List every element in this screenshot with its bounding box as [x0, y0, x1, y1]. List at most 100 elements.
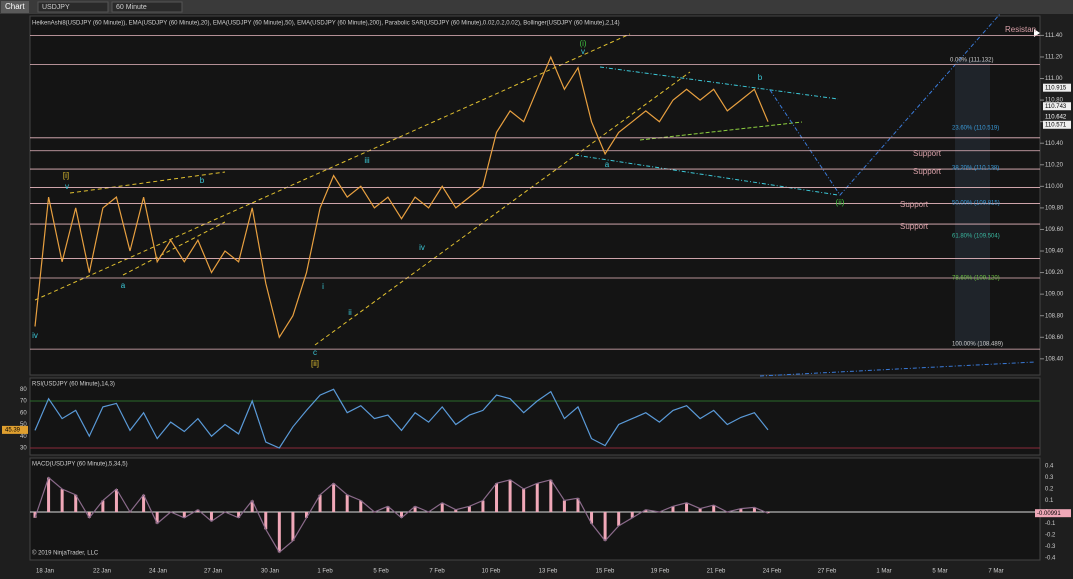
macd-bar	[508, 479, 512, 513]
macd-bar	[114, 489, 118, 513]
y-tick-label: 0.2	[1045, 487, 1054, 493]
x-tick-label: 13 Feb	[539, 569, 558, 575]
toolbar-title: Chart	[5, 2, 25, 11]
x-tick-label: 27 Feb	[818, 569, 837, 575]
y-tick-label: 110.80	[1045, 98, 1064, 104]
macd-bar	[359, 500, 363, 513]
fib-label: 61.80% (109.504)	[952, 234, 1000, 240]
x-tick-label: 1 Feb	[317, 569, 333, 575]
fib-label: 50.00% (109.815)	[952, 201, 1000, 207]
support-label: Support	[900, 200, 929, 209]
y-tick-label: 111.20	[1045, 55, 1063, 61]
macd-bar	[33, 512, 37, 518]
y-tick-label: 60	[20, 410, 27, 416]
wave-line	[122, 221, 226, 276]
support-label: Support	[913, 167, 942, 176]
macd-bar	[237, 512, 241, 518]
y-tick-label: 50	[20, 422, 27, 428]
y-tick-label: 109.20	[1045, 270, 1064, 276]
y-tick-label: 0.4	[1045, 464, 1054, 470]
channel-line	[599, 66, 839, 100]
macd-bar	[467, 506, 471, 513]
indicator-list: HeikenAshi8(USDJPY (60 Minute)), EMA(USD…	[32, 21, 620, 27]
y-tick-label: 109.00	[1045, 292, 1064, 298]
wave-label: c	[313, 348, 317, 357]
macd-bar	[576, 498, 580, 513]
wave-label: (i)	[579, 39, 586, 48]
macd-bar	[155, 512, 159, 524]
macd-bar	[644, 509, 648, 513]
symbol-box[interactable]	[37, 1, 109, 13]
fib-label: 38.20% (110.138)	[952, 166, 999, 172]
macd-bar	[630, 512, 634, 518]
macd-bar	[386, 506, 390, 513]
y-tick-label: 30	[20, 446, 27, 452]
channel-line	[639, 121, 803, 141]
macd-bar	[345, 494, 349, 513]
macd-bar	[182, 512, 186, 518]
chart-button[interactable]	[1, 1, 29, 13]
macd-bar	[87, 512, 91, 518]
price-panel	[29, 15, 1041, 376]
wave-line	[69, 171, 226, 194]
macd-bar	[101, 500, 105, 513]
y-tick-label: 109.40	[1045, 249, 1064, 255]
wave-label: [i]	[63, 171, 69, 180]
macd-bar	[264, 512, 268, 530]
y-tick-label: 110.00	[1045, 184, 1064, 190]
price-tag	[1043, 120, 1071, 129]
macd-bar	[209, 512, 213, 522]
interval-box[interactable]	[111, 1, 183, 13]
projection	[769, 13, 1001, 196]
projection	[759, 361, 1036, 377]
fib-label: 0.00% (111.132)	[950, 58, 993, 64]
fib-label: 100.00% (108.489)	[952, 342, 1003, 348]
price-tag-label: 110.915	[1045, 85, 1067, 91]
y-tick-label: 111.00	[1045, 76, 1063, 82]
macd-bar	[535, 483, 539, 513]
macd-bar	[196, 509, 200, 513]
macd-bar	[752, 507, 756, 513]
price-tag	[1043, 83, 1071, 92]
y-tick-label: 108.40	[1045, 356, 1064, 362]
macd-tag-label: -0.00991	[1037, 511, 1061, 517]
y-tick-label: 108.60	[1045, 335, 1064, 341]
macd-bar	[698, 508, 702, 513]
x-tick-label: 5 Mar	[932, 569, 947, 575]
rsi-panel	[29, 377, 1041, 456]
macd-bar	[291, 512, 295, 541]
y-tick-label: -0.1	[1045, 521, 1056, 527]
x-tick-label: 15 Feb	[596, 569, 615, 575]
macd-bar	[332, 483, 336, 513]
wave-label: iii	[364, 156, 370, 165]
support-label: Support	[900, 222, 929, 231]
macd-bar	[413, 506, 417, 513]
wave-label: b	[758, 73, 763, 82]
wave-label: (ii)	[836, 198, 845, 207]
wave-label: ii	[348, 308, 352, 317]
macd-bar	[617, 512, 621, 526]
x-tick-label: 7 Feb	[429, 569, 445, 575]
rsi-line	[34, 388, 769, 449]
y-tick-label: 109.80	[1045, 205, 1064, 211]
macd-panel	[29, 457, 1041, 561]
macd-bar	[318, 494, 322, 513]
macd-bar	[440, 502, 444, 513]
price-tag-label: 110.642	[1045, 115, 1067, 121]
toolbar	[0, 0, 1073, 14]
macd-bar	[277, 512, 281, 553]
macd-bar	[60, 489, 64, 513]
rsi-title: RSI(USDJPY (60 Minute),14,3)	[32, 382, 115, 388]
x-tick-label: 7 Mar	[988, 569, 1003, 575]
fib-label: 23.60% (110.519)	[952, 126, 999, 132]
x-tick-label: 22 Jan	[93, 569, 111, 575]
support-label: Support	[913, 149, 942, 158]
macd-bar	[142, 494, 146, 513]
macd-bar	[400, 512, 403, 518]
macd-bar	[739, 508, 743, 513]
wave-label: b	[200, 176, 205, 185]
rsi-tag	[2, 425, 28, 434]
y-tick-label: -0.3	[1045, 544, 1056, 550]
